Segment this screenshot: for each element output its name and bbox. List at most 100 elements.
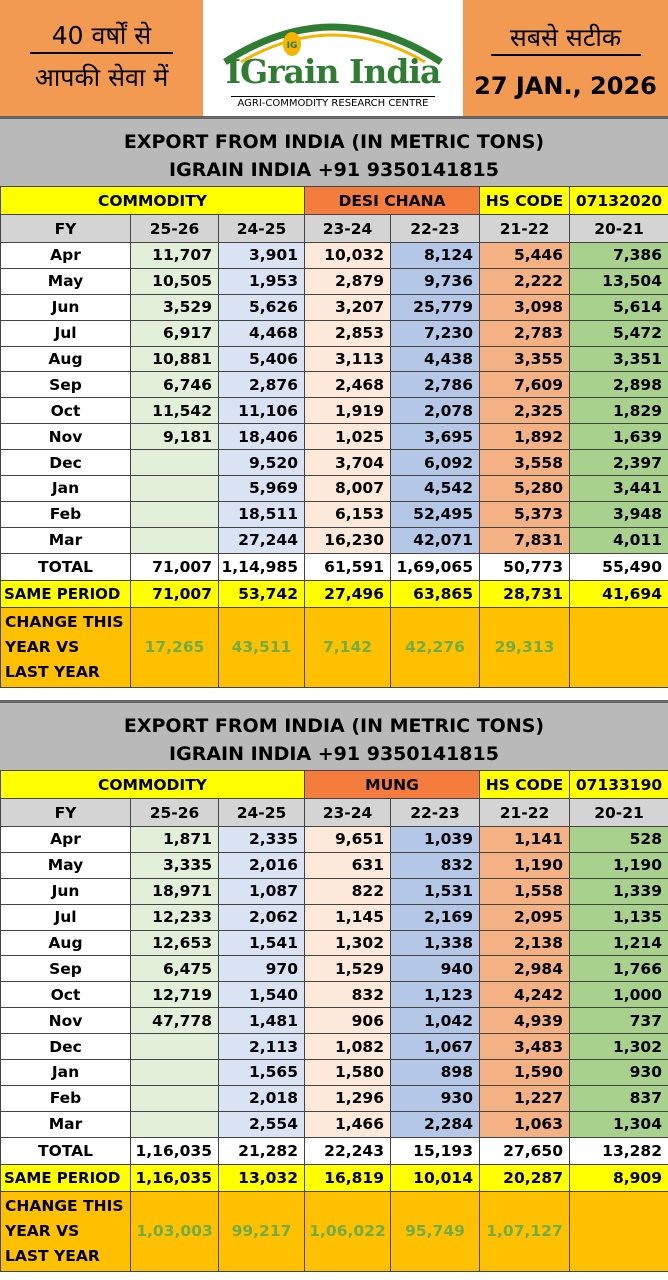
table-row: Jun 18,971 1,087 822 1,531 1,558 1,339 [0, 877, 668, 905]
table-row: Aug 12,653 1,541 1,302 1,338 2,138 1,214 [0, 929, 668, 957]
export-value-cell: 832 [390, 851, 480, 879]
month-label: Jun [0, 877, 131, 905]
month-label: Apr [0, 242, 131, 269]
export-value-cell: 1,123 [390, 981, 480, 1009]
table-row: Mar 27,244 16,230 42,071 7,831 4,011 [0, 526, 668, 554]
change-value-cell: 7,142 [304, 606, 391, 688]
export-value-cell: 5,446 [479, 242, 570, 269]
export-value-cell: 2,113 [218, 1033, 305, 1061]
table-row: Jan 1,565 1,580 898 1,590 930 [0, 1059, 668, 1086]
total-row: TOTAL 1,16,035 21,282 22,243 15,193 27,650 13,… [0, 1136, 668, 1165]
month-label: Sep [0, 955, 131, 983]
change-value-cell: 29,313 [479, 606, 570, 688]
change-row: CHANGE THIS YEAR VS LAST YEAR 1,03,003 99,… [0, 1190, 668, 1272]
month-label: Jan [0, 1059, 131, 1086]
table-row: Jul 6,917 4,468 2,853 7,230 2,783 5,472 [0, 319, 668, 347]
month-label: Apr [0, 826, 131, 853]
table-row: May 10,505 1,953 2,879 9,736 2,222 13,504 [0, 267, 668, 295]
export-value-cell: 2,853 [304, 319, 391, 347]
month-label: Feb [0, 500, 131, 528]
export-value-cell: 1,067 [390, 1033, 480, 1061]
export-value-cell: 832 [304, 981, 391, 1009]
header-left-panel: 40 वर्षों से आपकी सेवा में [0, 0, 203, 116]
month-label: Jul [0, 319, 131, 347]
fy-header-row: FY 25-26 24-25 23-24 22-23 21-22 20-21 [0, 798, 668, 827]
export-value-cell: 5,614 [569, 293, 668, 321]
logo-subtitle: AGRI-COMMODITY RESEARCH CENTRE [231, 96, 435, 109]
table-row: Jan 5,969 8,007 4,542 5,280 3,441 [0, 475, 668, 502]
change-value-cell: 42,276 [390, 606, 480, 688]
table-row: Feb 18,511 6,153 52,495 5,373 3,948 [0, 500, 668, 528]
fy-year-header: 22-23 [390, 214, 480, 243]
export-value-cell: 1,025 [304, 423, 391, 451]
export-value-cell: 2,169 [390, 903, 480, 931]
hs-code-value: 07133190 [569, 770, 668, 799]
export-value-cell: 1,339 [569, 877, 668, 905]
export-value-cell: 6,746 [130, 371, 219, 399]
export-value-cell: 1,338 [390, 929, 480, 957]
fy-year-header: 21-22 [479, 214, 570, 243]
month-label: Jan [0, 475, 131, 502]
tagline-accurate: सबसे सटीक [509, 23, 622, 52]
export-value-cell: 6,917 [130, 319, 219, 347]
total-value-cell: 55,490 [569, 552, 668, 581]
export-value-cell: 11,542 [130, 397, 219, 425]
fy-label: FY [0, 798, 131, 827]
commodity-row: COMMODITY MUNG HS CODE 07133190 [0, 770, 668, 799]
month-label: Jun [0, 293, 131, 321]
same-period-value-cell: 71,007 [130, 579, 219, 608]
export-value-cell: 8,124 [390, 242, 480, 269]
export-value-cell: 3,351 [569, 345, 668, 373]
export-value-cell: 5,472 [569, 319, 668, 347]
same-period-value-cell: 28,731 [479, 579, 570, 608]
table-title: EXPORT FROM INDIA (IN METRIC TONS) [123, 715, 545, 737]
export-value-cell: 1,565 [218, 1059, 305, 1086]
export-value-cell: 2,335 [218, 826, 305, 853]
export-value-cell [130, 449, 219, 477]
export-value-cell: 1,481 [218, 1007, 305, 1035]
export-value-cell: 2,016 [218, 851, 305, 879]
total-value-cell: 71,007 [130, 552, 219, 581]
export-value-cell: 3,355 [479, 345, 570, 373]
change-value-cell: 1,06,022 [304, 1190, 391, 1272]
export-value-cell: 3,113 [304, 345, 391, 373]
change-value-cell: 1,03,003 [130, 1190, 219, 1272]
export-value-cell: 1,919 [304, 397, 391, 425]
change-label: CHANGE THIS YEAR VS LAST YEAR [0, 1190, 131, 1272]
export-value-cell: 1,141 [479, 826, 570, 853]
export-value-cell: 1,190 [569, 851, 668, 879]
export-value-cell: 10,505 [130, 267, 219, 295]
fy-year-header: 20-21 [569, 798, 668, 827]
export-value-cell: 1,304 [569, 1110, 668, 1138]
export-value-cell: 12,719 [130, 981, 219, 1009]
export-value-cell: 9,181 [130, 423, 219, 451]
tagline-service: आपकी सेवा में [34, 63, 169, 92]
month-label: Mar [0, 526, 131, 554]
month-label: Dec [0, 449, 131, 477]
change-value-cell: 1,07,127 [479, 1190, 570, 1272]
table-row: Jul 12,233 2,062 1,145 2,169 2,095 1,135 [0, 903, 668, 931]
table-row: Oct 11,542 11,106 1,919 2,078 2,325 1,829 [0, 397, 668, 425]
export-value-cell: 42,071 [390, 526, 480, 554]
export-value-cell: 18,971 [130, 877, 219, 905]
export-value-cell: 3,948 [569, 500, 668, 528]
export-value-cell: 528 [569, 826, 668, 853]
month-label: May [0, 267, 131, 295]
month-label: Mar [0, 1110, 131, 1138]
fy-year-header: 25-26 [130, 798, 219, 827]
table-row: Apr 11,707 3,901 10,032 8,124 5,446 7,386 [0, 242, 668, 269]
export-value-cell: 10,032 [304, 242, 391, 269]
export-value-cell: 2,468 [304, 371, 391, 399]
fy-year-header: 24-25 [218, 798, 305, 827]
total-value-cell: 50,773 [479, 552, 570, 581]
export-value-cell: 737 [569, 1007, 668, 1035]
export-value-cell: 11,106 [218, 397, 305, 425]
table-row: Apr 1,871 2,335 9,651 1,039 1,141 528 [0, 826, 668, 853]
export-value-cell: 3,529 [130, 293, 219, 321]
table-row: Sep 6,475 970 1,529 940 2,984 1,766 [0, 955, 668, 983]
commodity-name: MUNG [304, 770, 480, 799]
export-value-cell [130, 1084, 219, 1112]
export-value-cell [130, 526, 219, 554]
fy-label: FY [0, 214, 131, 243]
export-value-cell: 1,639 [569, 423, 668, 451]
